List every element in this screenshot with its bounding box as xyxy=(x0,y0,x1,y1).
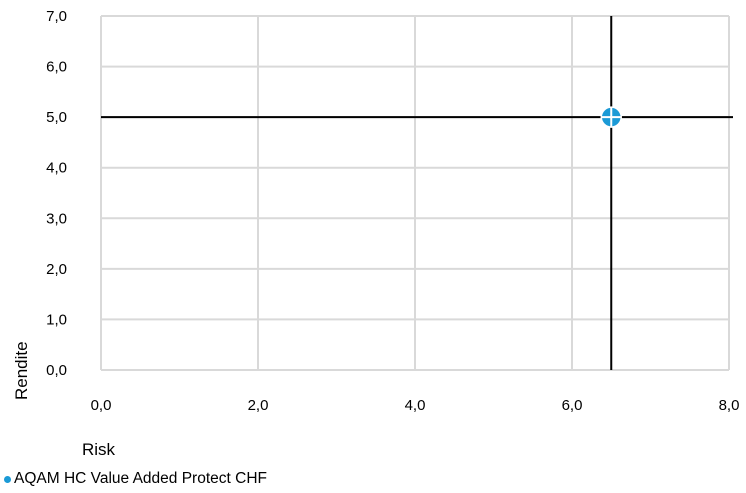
y-tick-label: 3,0 xyxy=(46,210,67,227)
y-axis-tick-labels: 0,0 1,0 2,0 3,0 4,0 5,0 6,0 7,0 xyxy=(46,8,67,379)
legend: AQAM HC Value Added Protect CHF xyxy=(4,470,267,488)
x-axis-tick-labels: 0,0 2,0 4,0 6,0 8,0 xyxy=(91,397,740,414)
y-tick-label: 7,0 xyxy=(46,8,67,25)
x-tick-label: 2,0 xyxy=(248,397,269,414)
x-axis-title: Risk xyxy=(82,440,116,459)
y-tick-label: 1,0 xyxy=(46,311,67,328)
y-axis-title: Rendite xyxy=(12,341,31,400)
x-tick-label: 6,0 xyxy=(562,397,583,414)
x-tick-label: 8,0 xyxy=(719,397,740,414)
y-tick-label: 2,0 xyxy=(46,261,67,278)
y-tick-label: 6,0 xyxy=(46,59,67,76)
legend-marker-icon xyxy=(4,475,11,483)
legend-label: AQAM HC Value Added Protect CHF xyxy=(14,470,267,487)
y-tick-label: 5,0 xyxy=(46,109,67,126)
data-points xyxy=(600,106,622,128)
crosshair-lines xyxy=(101,16,733,370)
y-tick-label: 0,0 xyxy=(46,362,67,379)
x-tick-label: 4,0 xyxy=(405,397,426,414)
y-tick-label: 4,0 xyxy=(46,160,67,177)
vertical-gridlines xyxy=(100,16,730,370)
x-tick-label: 0,0 xyxy=(91,397,112,414)
